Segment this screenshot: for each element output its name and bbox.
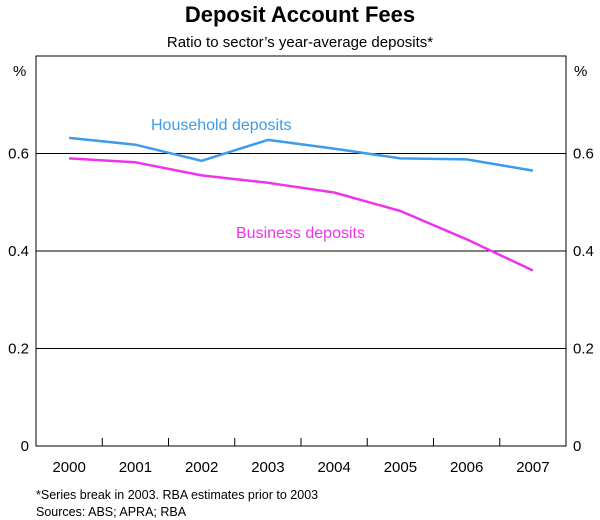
x-tick-label: 2000 [52,459,85,476]
x-tick-label: 2005 [384,459,417,476]
y-tick-label-left: 0 [21,438,29,455]
y-axis: 0 0 0.2 0.2 0.4 0.4 0.6 0.6 [8,146,594,456]
x-axis: 2000 2001 2002 2003 2004 2005 2006 2007 [52,438,550,476]
x-tick-label: 2001 [119,459,152,476]
household-deposits-line [68,136,534,172]
household-deposits-label: Household deposits [151,117,292,134]
x-tick-label: 2002 [185,459,218,476]
footnote-series-break: *Series break in 2003. RBA estimates pri… [36,488,318,502]
x-tick-label: 2004 [317,459,350,476]
y-tick-label-left: 0.6 [8,146,29,163]
y-tick-label-left: 0.4 [8,243,29,260]
footnote-sources: Sources: ABS; APRA; RBA [36,505,187,519]
gridlines [36,153,566,349]
x-tick-label: 2007 [516,459,549,476]
y-tick-label-left: 0.2 [8,341,29,358]
chart-title: Deposit Account Fees [185,2,415,27]
series-lines [68,136,534,272]
y-tick-label-right: 0.2 [573,341,594,358]
x-tick-label: 2003 [251,459,284,476]
y-unit-left: % [13,63,26,80]
y-tick-label-right: 0 [573,438,581,455]
y-tick-label-right: 0.4 [573,243,594,260]
x-tick-label: 2006 [450,459,483,476]
y-unit-right: % [574,63,587,80]
business-deposits-label: Business deposits [236,225,365,242]
y-tick-label-right: 0.6 [573,146,594,163]
business-deposits-line [69,157,534,272]
chart-subtitle: Ratio to sector’s year-average deposits* [167,34,433,51]
